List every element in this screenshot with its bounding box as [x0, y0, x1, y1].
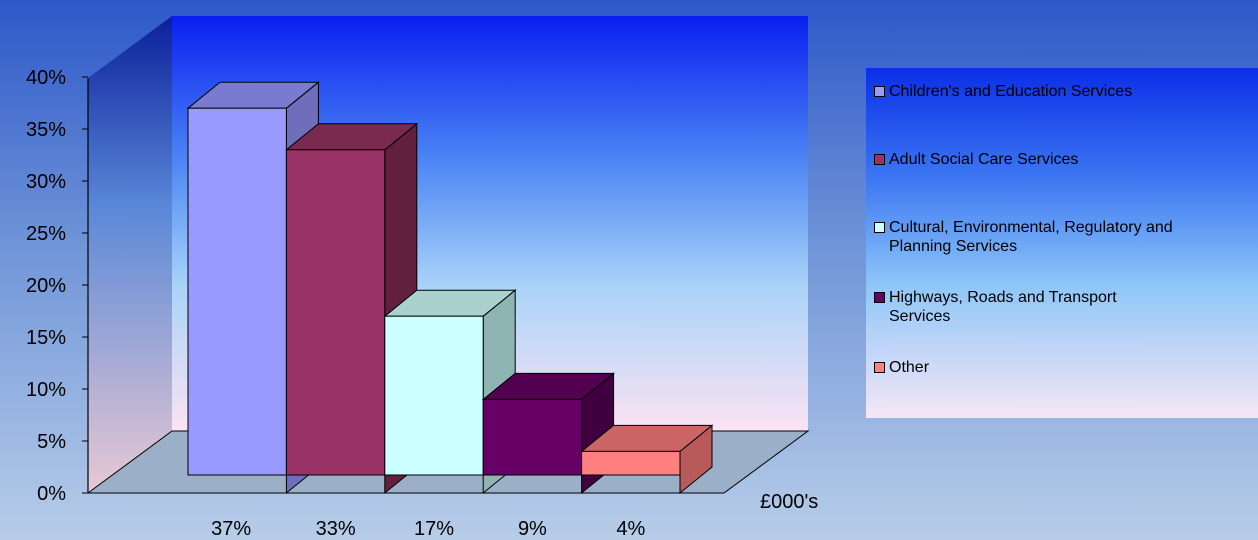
y-axis-ticks: 0% 5% 10% 15% 20% 25% 30% 35% 40%: [26, 67, 88, 505]
legend-swatch: [874, 86, 885, 97]
data-label: 4%: [616, 518, 645, 540]
chart-side-wall: [88, 16, 172, 493]
x-axis-label: £000's: [760, 491, 818, 513]
legend-label: Highways, Roads and Transport Services: [889, 289, 1117, 325]
legend-label: Other: [889, 359, 930, 376]
bar-front: [581, 450, 681, 476]
y-tick-label: 15%: [26, 327, 66, 349]
y-tick-label: 25%: [26, 223, 66, 245]
legend-swatch: [874, 362, 885, 373]
data-label: 37%: [211, 518, 251, 540]
data-label: 9%: [518, 518, 547, 540]
y-tick-label: 20%: [26, 275, 66, 297]
chart-plot: 0%5%10%15%20%25%30%35%40% 37% 33% 17% 9% 4% …: [26, 16, 818, 540]
legend-label: Cultural, Environmental, Regulatory and …: [889, 219, 1173, 255]
legend-item: Children's and Education Services: [874, 82, 1132, 101]
legend-label: Adult Social Care Services: [889, 151, 1079, 168]
bar-front: [482, 398, 583, 476]
y-tick-label: 40%: [26, 67, 66, 89]
data-label: 17%: [414, 518, 454, 540]
y-tick-label: 10%: [26, 379, 66, 401]
legend-item: Adult Social Care Services: [874, 150, 1078, 169]
legend-swatch: [874, 292, 885, 303]
legend-swatch: [874, 222, 885, 233]
data-label: 33%: [316, 518, 356, 540]
legend-label: Children's and Education Services: [889, 83, 1133, 100]
y-tick-label: 35%: [26, 119, 66, 141]
y-tick-label: 0%: [37, 483, 66, 505]
legend-item: Cultural, Environmental, Regulatory and …: [874, 218, 1173, 256]
legend-swatch: [874, 154, 885, 165]
bar-front: [187, 107, 287, 476]
bar: [580, 424, 714, 495]
y-tick-label: 5%: [37, 431, 66, 453]
data-labels: 37% 33% 17% 9% 4%: [211, 518, 645, 540]
legend: Children's and Education Services Adult …: [866, 68, 1258, 418]
legend-item: Highways, Roads and Transport Services: [874, 288, 1117, 326]
legend-item: Other: [874, 358, 929, 377]
bars: [186, 81, 714, 495]
y-tick-label: 30%: [26, 171, 66, 193]
bar-front: [285, 149, 386, 476]
bar-front: [384, 315, 484, 476]
